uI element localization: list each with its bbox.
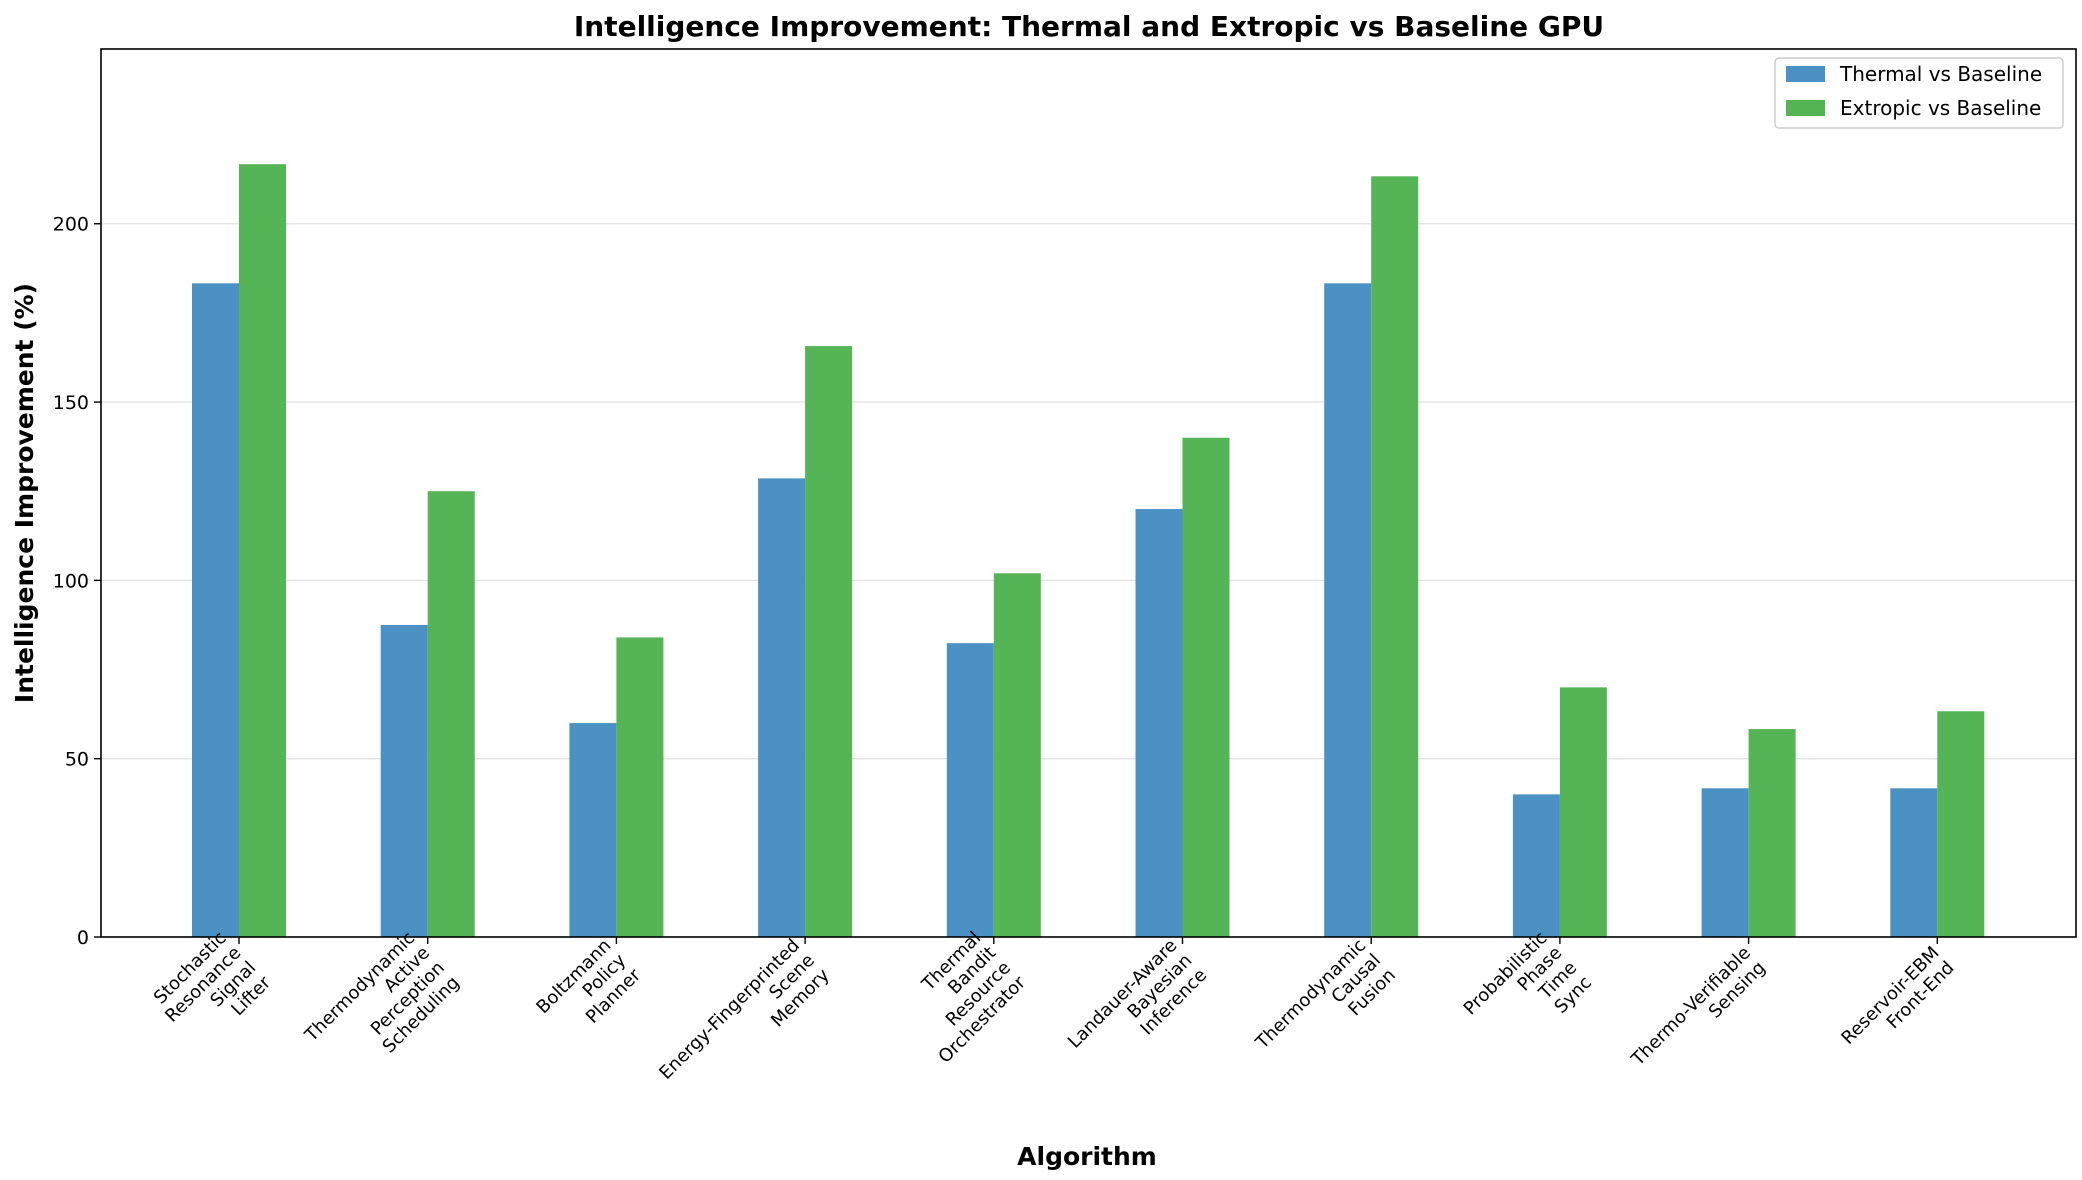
bar-extropic xyxy=(427,491,475,937)
y-tick-label: 50 xyxy=(65,749,89,771)
bar-extropic xyxy=(1182,437,1230,937)
legend-label-thermal: Thermal vs Baseline xyxy=(1839,62,2042,86)
bar-extropic xyxy=(993,573,1041,937)
bars xyxy=(192,164,1985,938)
bar-extropic xyxy=(805,346,853,937)
legend-swatch-extropic xyxy=(1786,100,1825,116)
bar-thermal xyxy=(1701,788,1749,937)
y-tick-label: 0 xyxy=(77,927,89,949)
bar-extropic xyxy=(616,637,664,937)
bar-thermal xyxy=(192,283,239,938)
bar-thermal xyxy=(946,643,994,937)
y-axis-label: Intelligence Improvement (%) xyxy=(10,283,39,703)
legend-swatch-thermal xyxy=(1786,66,1825,82)
x-axis-label: Algorithm xyxy=(1017,1142,1157,1171)
legend: Thermal vs Baseline Extropic vs Baseline xyxy=(1774,57,2064,129)
chart-title: Intelligence Improvement: Thermal and Ex… xyxy=(574,10,1604,43)
bar-extropic xyxy=(1937,711,1985,937)
bar-thermal xyxy=(1512,794,1560,937)
y-axis-ticks: 0 50 100 150 200 xyxy=(53,214,101,949)
bar-extropic xyxy=(239,164,286,937)
bar-extropic xyxy=(1748,729,1796,937)
bar-thermal xyxy=(1135,509,1183,937)
bar-thermal xyxy=(758,478,806,937)
bar-thermal xyxy=(380,624,428,937)
bar-extropic xyxy=(1371,176,1419,937)
y-tick-label: 150 xyxy=(53,392,89,414)
y-tick-label: 200 xyxy=(53,214,89,236)
bar-extropic xyxy=(1559,687,1607,937)
legend-label-extropic: Extropic vs Baseline xyxy=(1840,96,2041,120)
bar-thermal xyxy=(1890,788,1938,937)
legend-frame xyxy=(1774,57,2064,129)
y-tick-label: 100 xyxy=(53,570,89,592)
bar-thermal xyxy=(1324,283,1372,938)
bar-thermal xyxy=(569,723,617,937)
plot-frame xyxy=(100,48,2077,938)
